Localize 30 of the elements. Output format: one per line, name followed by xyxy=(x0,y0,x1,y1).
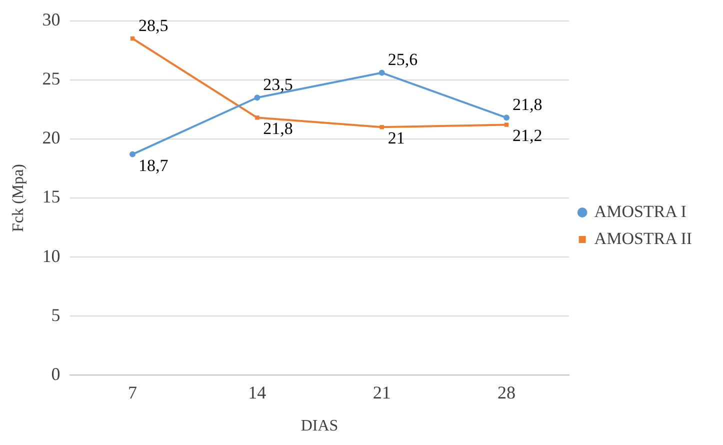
y-tick-label: 20 xyxy=(42,128,60,148)
point xyxy=(255,116,260,120)
legend-label: AMOSTRA I xyxy=(594,202,687,221)
point xyxy=(503,114,510,121)
data-label: 23,5 xyxy=(263,75,293,94)
data-label: 25,6 xyxy=(388,50,418,70)
x-tick-label: 21 xyxy=(372,382,391,403)
data-label: 18,7 xyxy=(138,156,169,175)
point xyxy=(130,151,136,158)
point xyxy=(254,94,260,101)
y-axis-title: Fck (Mpa) xyxy=(10,164,27,232)
y-tick-label: 25 xyxy=(42,68,60,89)
data-label: 21,2 xyxy=(512,126,542,146)
data-label: 21,8 xyxy=(263,119,293,138)
legend-label: AMOSTRA II xyxy=(594,228,692,248)
data-label: 21,8 xyxy=(512,95,542,114)
x-tick-label: 7 xyxy=(128,382,138,403)
point xyxy=(380,125,384,130)
data-label: 28,5 xyxy=(138,16,168,35)
y-tick-label: 15 xyxy=(42,186,60,207)
y-tick-label: 10 xyxy=(42,246,60,266)
y-tick-label: 5 xyxy=(51,304,60,325)
point xyxy=(504,122,509,127)
point xyxy=(378,70,385,76)
data-label: 21 xyxy=(388,128,405,148)
y-tick-label: 30 xyxy=(42,10,60,30)
x-tick-label: 14 xyxy=(248,382,266,403)
y-tick-label: 0 xyxy=(51,364,60,384)
x-tick-label: 28 xyxy=(497,382,516,403)
x-axis-title: DIAS xyxy=(300,418,338,435)
